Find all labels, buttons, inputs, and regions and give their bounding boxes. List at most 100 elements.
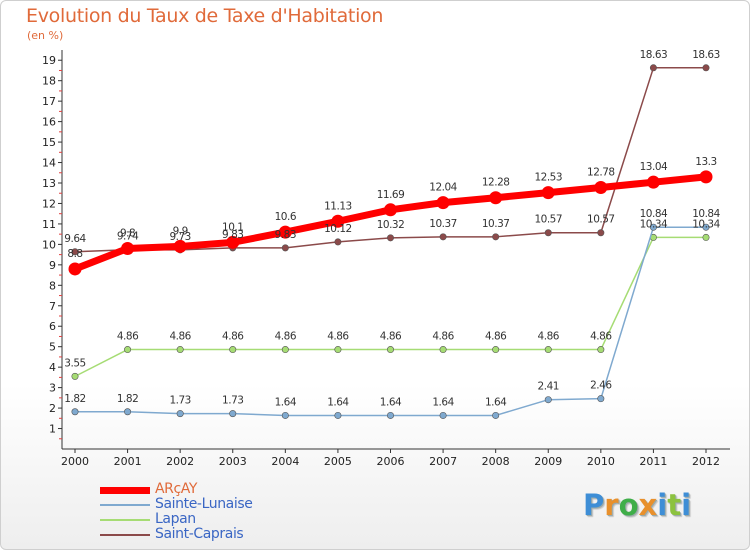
data-label: 10.57 [534, 214, 562, 226]
chart-unit-label: (en %) [27, 29, 64, 42]
data-label: 8.8 [67, 248, 82, 260]
y-tick-label: 8 [49, 279, 56, 292]
series-point [699, 170, 713, 184]
y-tick-label: 10 [42, 238, 56, 251]
series-point [436, 196, 450, 210]
proxiti-logo: Proxiti [583, 488, 691, 522]
data-label: 2.46 [590, 380, 612, 392]
y-tick-label: 11 [42, 218, 56, 231]
legend-label: Sainte-Lunaise [155, 496, 253, 512]
series-point [68, 262, 82, 276]
series-point [226, 235, 240, 249]
data-label: 10.34 [640, 218, 668, 230]
data-label: 4.86 [432, 331, 454, 343]
logo-letter: i [681, 488, 692, 522]
series-point [71, 372, 79, 380]
data-label: 12.28 [482, 177, 510, 189]
series-point [702, 223, 710, 231]
series-point [281, 244, 289, 252]
series-point [597, 395, 605, 403]
data-label: 1.64 [380, 396, 402, 408]
series-point [278, 225, 292, 239]
y-tick-label: 5 [49, 341, 56, 354]
data-label: 10.1 [222, 221, 243, 233]
series-point [281, 346, 289, 354]
data-label: 4.86 [117, 331, 139, 343]
data-label: 4.86 [275, 331, 297, 343]
y-tick-label: 15 [42, 136, 56, 149]
series-point [331, 214, 345, 228]
data-label: 4.86 [222, 331, 244, 343]
x-tick-label: 2002 [166, 455, 194, 468]
data-label: 13.04 [640, 161, 668, 173]
data-label: 2.41 [538, 381, 559, 393]
y-tick-label: 2 [49, 402, 56, 415]
x-tick-label: 2012 [692, 455, 720, 468]
logo-letter: r [604, 488, 619, 522]
y-tick-label: 6 [49, 320, 56, 333]
series-point [176, 410, 184, 418]
data-label: 11.69 [377, 189, 405, 201]
series-point [702, 233, 710, 241]
data-label: 11.13 [324, 200, 352, 212]
y-tick-label: 18 [42, 75, 56, 88]
data-label: 1.64 [275, 396, 297, 408]
series-point [124, 346, 132, 354]
data-label: 10.32 [377, 219, 405, 231]
x-tick-label: 2009 [534, 455, 562, 468]
y-tick-label: 17 [42, 95, 56, 108]
series-point [334, 238, 342, 246]
logo-letter: o [618, 488, 639, 522]
y-tick-label: 19 [42, 54, 56, 67]
series-point [489, 191, 503, 205]
data-label: 4.86 [538, 331, 560, 343]
legend-swatch [100, 486, 150, 494]
legend-swatch [100, 534, 150, 536]
x-tick-label: 2006 [377, 455, 405, 468]
data-label: 9.9 [173, 225, 188, 237]
data-label: 9.8 [120, 227, 135, 239]
data-label: 10.37 [482, 218, 510, 230]
logo-letter: t [667, 488, 682, 522]
y-tick-label: 1 [49, 423, 56, 436]
series-point [597, 346, 605, 354]
logo-letter: x [638, 488, 658, 522]
data-label: 1.82 [117, 393, 138, 405]
x-tick-label: 2004 [271, 455, 299, 468]
series-line-2 [74, 236, 707, 378]
chart-data-labels: 8.8 9.8 9.9 10.1 10.6 11.13 11.69 12.04 12.28 12.… [64, 49, 721, 409]
series-point [544, 396, 552, 404]
series-point [386, 234, 394, 242]
series-point [229, 410, 237, 418]
x-tick-label: 2005 [324, 455, 352, 468]
series-point [386, 346, 394, 354]
y-tick-label: 12 [42, 197, 56, 210]
data-label: 10.37 [429, 218, 457, 230]
series-point [594, 181, 608, 195]
series-point [334, 411, 342, 419]
y-tick-label: 13 [42, 177, 56, 190]
data-label: 4.86 [327, 331, 349, 343]
data-label: 10.6 [275, 211, 297, 223]
data-label: 3.55 [64, 357, 85, 369]
y-tick-label: 14 [42, 157, 56, 170]
data-label: 4.86 [380, 331, 402, 343]
data-label: 4.86 [485, 331, 507, 343]
series-point [544, 346, 552, 354]
data-label: 1.73 [169, 395, 190, 407]
series-point [281, 411, 289, 419]
x-tick-label: 2007 [429, 455, 457, 468]
series-point [649, 64, 657, 72]
data-label: 1.64 [432, 396, 454, 408]
x-tick-label: 2008 [482, 455, 510, 468]
series-point [492, 411, 500, 419]
data-label: 4.86 [169, 331, 191, 343]
data-label: 1.82 [64, 393, 85, 405]
chart-legend: ARçAY Sainte-Lunaise Lapan Saint-Caprais [100, 482, 400, 542]
data-label: 18.63 [692, 49, 720, 61]
series-point [439, 346, 447, 354]
legend-item: ARçAY [100, 482, 400, 497]
x-tick-label: 2003 [219, 455, 247, 468]
